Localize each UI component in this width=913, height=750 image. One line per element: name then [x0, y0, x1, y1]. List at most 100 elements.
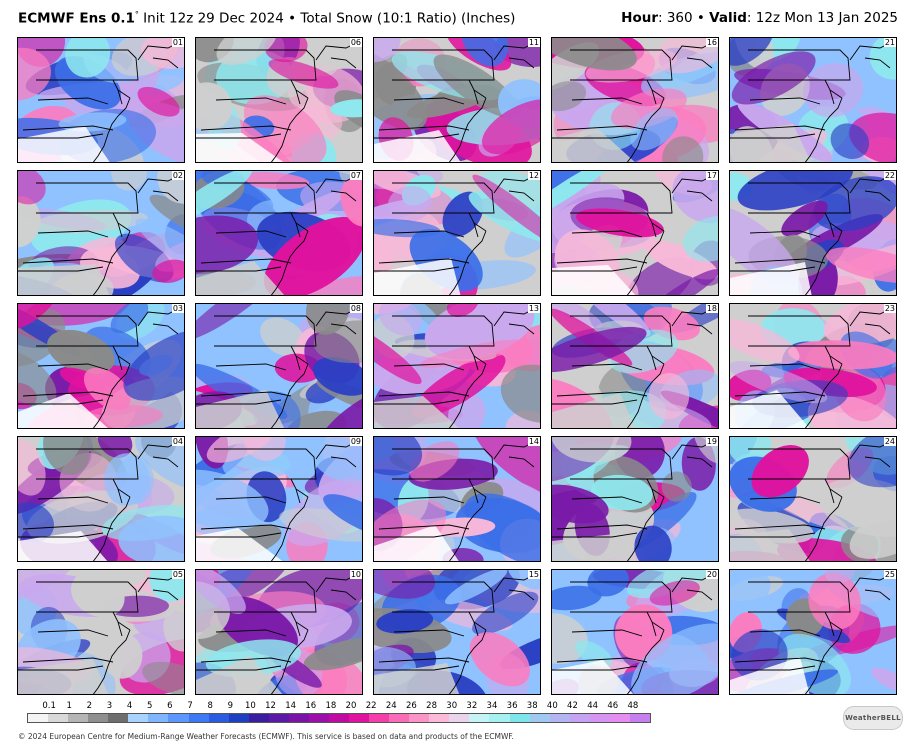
ensemble-member-panel: 15: [373, 569, 541, 695]
snow-map: [18, 304, 184, 428]
colorbar-swatch: [248, 714, 269, 722]
ensemble-member-panel: 11: [373, 37, 541, 163]
colorbar-swatch: [629, 714, 650, 722]
colorbar-swatch: [549, 714, 570, 722]
colorbar-tick-label: 4: [126, 701, 133, 711]
colorbar-tick-label: 16: [305, 701, 317, 711]
member-number: 23: [883, 304, 896, 313]
snow-map: [18, 570, 184, 694]
snow-colorbar: 0.1 1 2 3 4 5 6 7 8 9 10 12 14 16 18 20 22 24 26 28 30 32 34 36…: [27, 701, 651, 725]
map-header: ECMWF Ens 0.1° Init 12z 29 Dec 2024 • To…: [18, 10, 898, 30]
colorbar-swatch: [88, 714, 109, 722]
colorbar-tick-label: 6: [167, 701, 173, 711]
colorbar-swatch: [128, 714, 149, 722]
snow-map: [730, 38, 896, 162]
colorbar-swatch: [349, 714, 370, 722]
colorbar-tick-label: 1: [66, 701, 72, 711]
colorbar-tick-label: 20: [345, 701, 357, 711]
valid-label: Valid: [709, 10, 747, 26]
snow-map: [18, 171, 184, 295]
snow-map: [196, 437, 362, 561]
snow-map: [374, 437, 540, 561]
separator: •: [288, 10, 297, 27]
ensemble-member-panel: 16: [551, 37, 719, 163]
member-number: 06: [349, 38, 362, 47]
colorbar-tick-label: 7: [187, 701, 193, 711]
colorbar-tick-label: 44: [587, 701, 599, 711]
ensemble-member-panel: 02: [17, 170, 185, 296]
ensemble-member-panel: 19: [551, 436, 719, 562]
member-number: 16: [705, 38, 718, 47]
colorbar-labels: 0.1 1 2 3 4 5 6 7 8 9 10 12 14 16 18 20 22 24 26 28 30 32 34 36…: [27, 701, 651, 712]
member-number: 25: [883, 570, 896, 579]
colorbar-swatch: [529, 714, 550, 722]
colorbar-swatch: [288, 714, 309, 722]
ensemble-member-panel: 10: [195, 569, 363, 695]
member-number: 21: [883, 38, 896, 47]
colorbar-swatch: [469, 714, 490, 722]
ensemble-member-panel: 05: [17, 569, 185, 695]
ensemble-member-panel: 18: [551, 303, 719, 429]
colorbar-tick-label: 32: [466, 701, 478, 711]
init-time: Init 12z 29 Dec 2024: [143, 10, 284, 27]
colorbar-tick-label: 38: [526, 701, 538, 711]
ensemble-member-panel: 22: [729, 170, 897, 296]
ensemble-member-panel: 09: [195, 436, 363, 562]
colorbar-tick-label: 3: [106, 701, 113, 711]
member-number: 11: [527, 38, 540, 47]
ensemble-member-panel: 07: [195, 170, 363, 296]
colorbar-swatches: [27, 713, 651, 723]
snow-map: [196, 171, 362, 295]
snow-map: [196, 38, 362, 162]
ensemble-member-panel: 03: [17, 303, 185, 429]
member-number: 07: [349, 171, 362, 180]
snow-map: [374, 570, 540, 694]
colorbar-tick-label: 24: [385, 701, 397, 711]
colorbar-swatch: [569, 714, 590, 722]
snow-map: [552, 38, 718, 162]
colorbar-tick-label: 2: [86, 701, 93, 711]
colorbar-tick-label: 14: [285, 701, 297, 711]
member-number: 14: [527, 437, 540, 446]
colorbar-tick-label: 12: [265, 701, 276, 711]
snow-map: [18, 38, 184, 162]
member-number: 02: [171, 171, 184, 180]
ensemble-member-panel: 12: [373, 170, 541, 296]
colorbar-swatch: [108, 714, 129, 722]
copyright-footer: © 2024 European Centre for Medium-Range …: [18, 732, 514, 741]
colorbar-swatch: [409, 714, 430, 722]
colorbar-tick-label: 36: [506, 701, 518, 711]
colorbar-tick-label: 22: [365, 701, 377, 711]
colorbar-tick-label: 28: [426, 701, 437, 711]
snow-map: [552, 437, 718, 561]
product-name: Total Snow (10:1 Ratio) (Inches): [300, 10, 516, 27]
colorbar-tick-label: 8: [207, 701, 213, 711]
colorbar-swatch: [429, 714, 450, 722]
snow-map: [196, 570, 362, 694]
degree-symbol: °: [134, 10, 139, 19]
member-number: 10: [349, 570, 362, 579]
header-title: ECMWF Ens 0.1° Init 12z 29 Dec 2024 • To…: [18, 10, 515, 27]
member-number: 24: [883, 437, 896, 446]
colorbar-tick-label: 34: [486, 701, 498, 711]
colorbar-tick-label: 26: [406, 701, 417, 711]
ensemble-member-panel: 24: [729, 436, 897, 562]
colorbar-tick-label: 40: [546, 701, 558, 711]
ensemble-member-panel: 06: [195, 37, 363, 163]
snow-map: [730, 437, 896, 561]
snow-map: [374, 171, 540, 295]
member-number: 12: [527, 171, 540, 180]
ensemble-member-panel: 25: [729, 569, 897, 695]
colorbar-swatch: [268, 714, 289, 722]
colorbar-tick-label: 18: [325, 701, 337, 711]
colorbar-tick-label: 0.1: [42, 701, 56, 711]
ensemble-member-panel: 14: [373, 436, 541, 562]
colorbar-swatch: [208, 714, 229, 722]
snow-map: [730, 304, 896, 428]
colorbar-tick-label: 46: [607, 701, 619, 711]
colorbar-swatch: [449, 714, 470, 722]
ensemble-member-panel: 20: [551, 569, 719, 695]
colorbar-swatch: [389, 714, 410, 722]
member-number: 01: [171, 38, 184, 47]
member-number: 15: [527, 570, 540, 579]
